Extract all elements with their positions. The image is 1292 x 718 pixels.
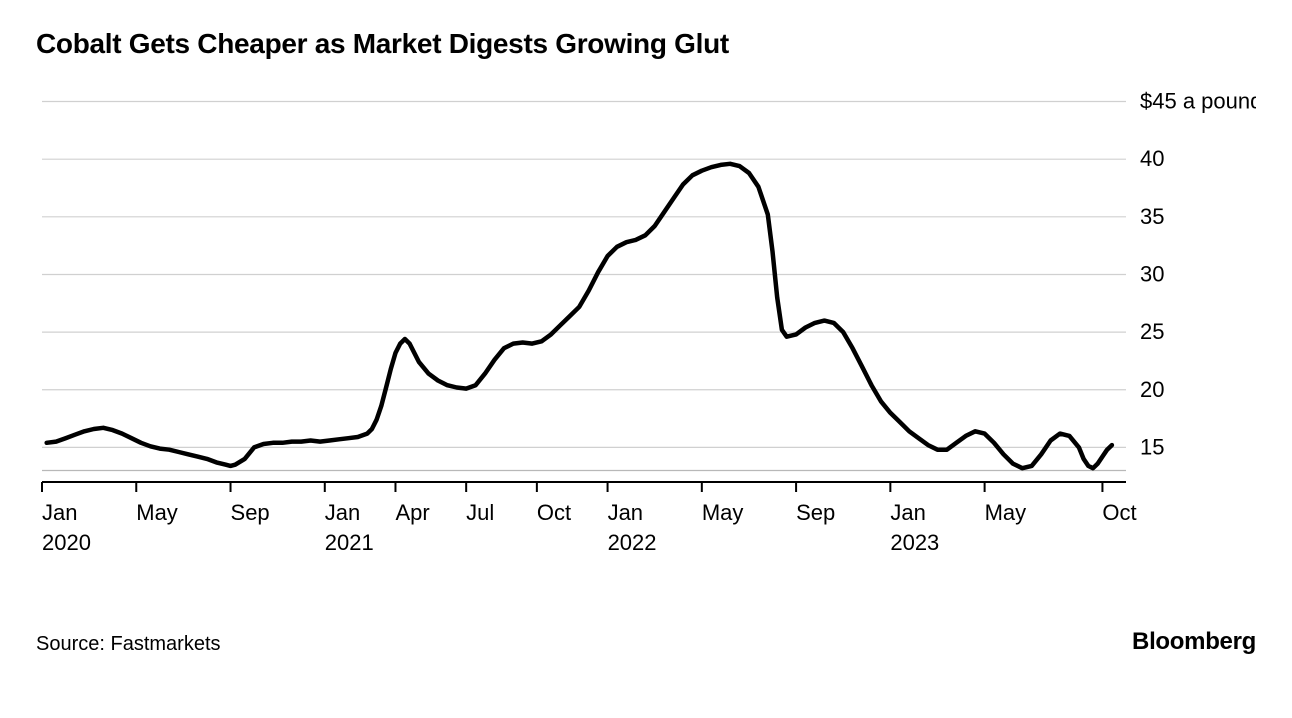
- x-axis-tick-year-label: 2021: [325, 530, 374, 555]
- x-axis-tick-label: Apr: [395, 500, 429, 525]
- x-axis-tick-label: May: [136, 500, 178, 525]
- y-axis-tick-label: 40: [1140, 146, 1164, 171]
- x-axis-tick-year-label: 2022: [608, 530, 657, 555]
- x-axis-tick-label: Jan: [325, 500, 360, 525]
- price-line-series: [47, 164, 1112, 468]
- y-axis-tick-label: $45 a pound: [1140, 89, 1256, 114]
- chart-container: Cobalt Gets Cheaper as Market Digests Gr…: [0, 0, 1292, 718]
- chart-plot-area: $45 a pound 40 35 30 25 20 15 Jan 2020 May Sep Jan 2…: [36, 80, 1256, 600]
- y-axis-tick-label: 20: [1140, 377, 1164, 402]
- chart-title: Cobalt Gets Cheaper as Market Digests Gr…: [36, 28, 1256, 60]
- x-axis-tick-year-label: 2020: [42, 530, 91, 555]
- x-axis-tick-year-label: 2023: [890, 530, 939, 555]
- y-axis-tick-label: 15: [1140, 434, 1164, 459]
- line-chart-svg: $45 a pound 40 35 30 25 20 15 Jan 2020 May Sep Jan 2…: [36, 80, 1256, 600]
- brand-logo: Bloomberg: [1132, 628, 1256, 656]
- x-axis-tick-label: Oct: [1102, 500, 1136, 525]
- x-axis-tick-label: Oct: [537, 500, 571, 525]
- x-axis-tick-label: Sep: [231, 500, 270, 525]
- x-axis-tick-label: May: [702, 500, 744, 525]
- x-axis-tick-label: Jan: [42, 500, 77, 525]
- chart-footer: Source: Fastmarkets Bloomberg: [36, 628, 1256, 656]
- y-axis-tick-label: 30: [1140, 261, 1164, 286]
- x-axis-tick-label: Jan: [608, 500, 643, 525]
- x-axis-tick-label: May: [985, 500, 1027, 525]
- x-axis-tick-label: Sep: [796, 500, 835, 525]
- y-axis-tick-label: 25: [1140, 319, 1164, 344]
- x-axis-tick-label: Jul: [466, 500, 494, 525]
- x-axis-tick-label: Jan: [890, 500, 925, 525]
- y-axis-tick-label: 35: [1140, 204, 1164, 229]
- source-attribution: Source: Fastmarkets: [36, 633, 221, 656]
